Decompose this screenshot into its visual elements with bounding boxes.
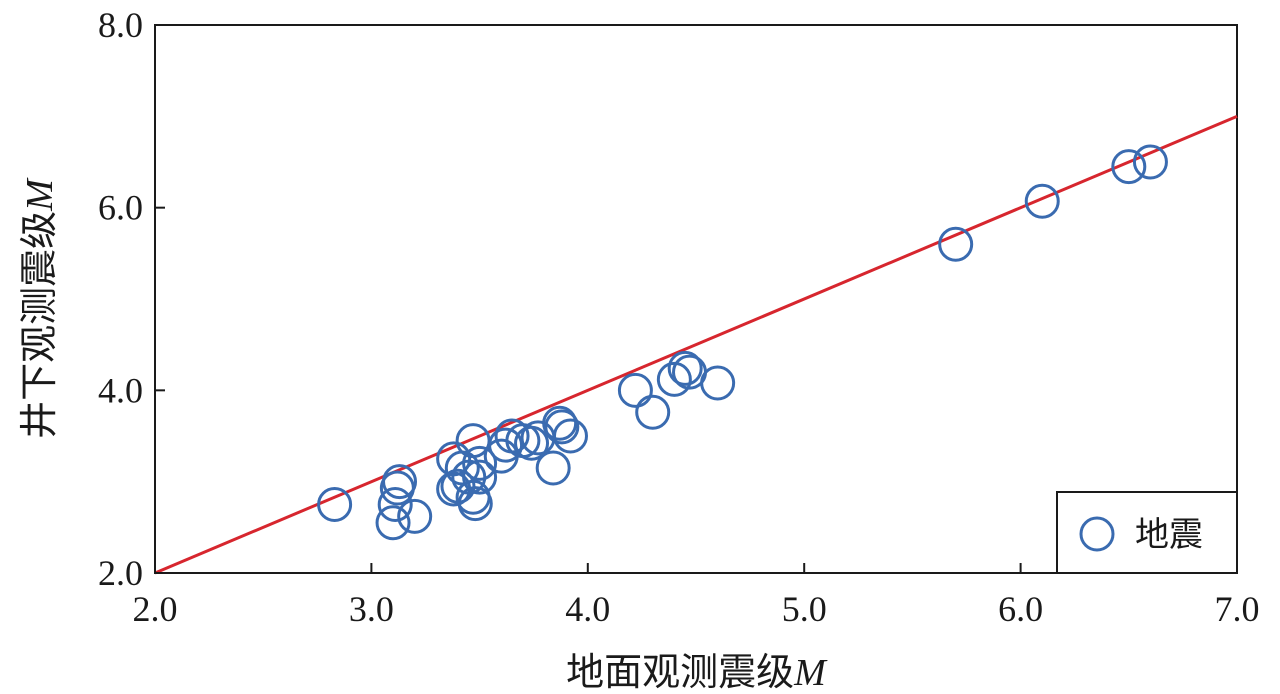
y-tick-label-1: 4.0 bbox=[98, 370, 143, 410]
data-point-22 bbox=[535, 450, 571, 486]
data-point-32 bbox=[938, 226, 974, 262]
y-tick-label-0: 2.0 bbox=[98, 553, 143, 593]
x-axis-title-text: 地面观测震级 bbox=[566, 650, 794, 694]
y-axis-title-var: M bbox=[19, 177, 61, 212]
data-point-31 bbox=[700, 365, 736, 401]
data-point-5 bbox=[397, 498, 433, 534]
data-point-24 bbox=[544, 409, 580, 445]
data-point-13 bbox=[457, 486, 493, 522]
data-point-34 bbox=[1111, 149, 1147, 185]
plot-area bbox=[154, 24, 1238, 575]
data-point-17 bbox=[488, 427, 524, 463]
x-tick-label-1: 3.0 bbox=[349, 589, 394, 629]
x-tick-label-2: 4.0 bbox=[565, 589, 610, 629]
data-point-25 bbox=[552, 418, 588, 454]
legend-box bbox=[1056, 491, 1238, 574]
x-tick-label-5: 7.0 bbox=[1215, 589, 1260, 629]
x-axis-title-var: M bbox=[793, 652, 828, 694]
data-point-20 bbox=[514, 425, 550, 461]
data-point-0 bbox=[317, 487, 353, 522]
legend: 地震 bbox=[1056, 491, 1238, 574]
data-point-35 bbox=[1132, 144, 1168, 180]
data-point-26 bbox=[617, 372, 653, 408]
data-point-14 bbox=[462, 445, 498, 481]
x-tick-label-0: 2.0 bbox=[133, 589, 178, 629]
y-axis-title-text: 井下观测震级 bbox=[17, 211, 61, 439]
data-point-2 bbox=[377, 487, 413, 522]
data-point-29 bbox=[667, 350, 703, 386]
x-tick-label-4: 6.0 bbox=[998, 589, 1043, 629]
data-point-15 bbox=[462, 459, 498, 495]
x-axis-title: 地面观测震级M bbox=[566, 650, 828, 694]
plot-frame bbox=[154, 24, 1238, 574]
y-axis-title: 井下观测震级M bbox=[17, 177, 61, 439]
data-point-23 bbox=[542, 405, 578, 441]
legend-marker-circle bbox=[1079, 516, 1115, 552]
legend-label: 地震 bbox=[1135, 515, 1203, 555]
data-point-4 bbox=[382, 464, 418, 500]
data-point-27 bbox=[635, 394, 671, 430]
points-layer bbox=[317, 144, 1168, 541]
data-point-1 bbox=[375, 505, 411, 541]
y-tick-label-3: 8.0 bbox=[98, 5, 143, 45]
x-axis-ticks: 2.0 3.0 4.0 5.0 6.0 7.0 bbox=[133, 563, 1260, 629]
y-tick-label-2: 6.0 bbox=[98, 188, 143, 228]
x-tick-label-3: 5.0 bbox=[782, 589, 827, 629]
y-axis-ticks: 2.0 4.0 6.0 8.0 bbox=[98, 5, 165, 593]
data-point-33 bbox=[1024, 183, 1060, 219]
